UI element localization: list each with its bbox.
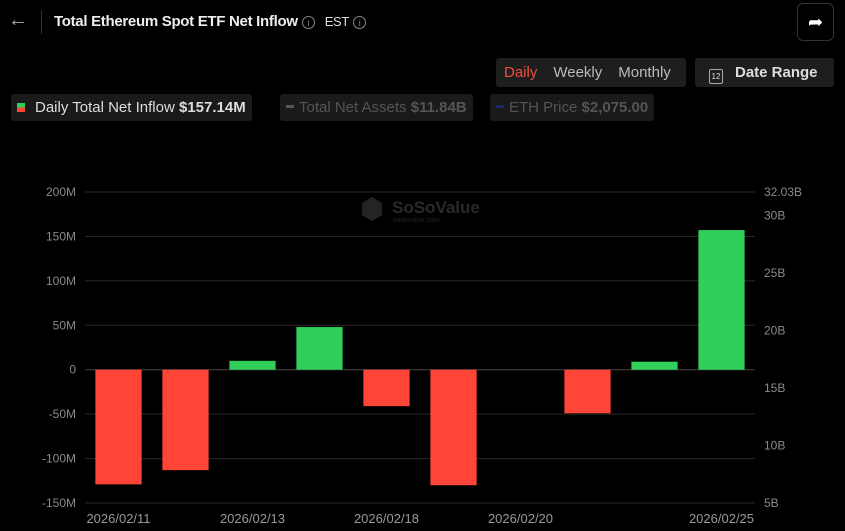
page-title: Total Ethereum Spot ETF Net Inflow i EST i (54, 13, 367, 30)
bar (296, 327, 343, 370)
svg-text:SoSoValue: SoSoValue (392, 198, 480, 217)
legend-swatch (286, 105, 294, 108)
y2-tick-label: 32.03B (764, 185, 802, 199)
divider (41, 10, 42, 34)
x-tick-label: 2026/02/25 (689, 511, 754, 526)
bar (631, 361, 678, 370)
x-tick-label: 2026/02/11 (86, 511, 150, 526)
x-tick-label: 2026/02/20 (488, 511, 553, 526)
legend-swatch (17, 103, 25, 112)
y2-tick-label: 10B (764, 438, 785, 452)
tab-weekly[interactable]: Weekly (553, 64, 603, 81)
calendar-icon: 12 (709, 69, 723, 84)
y2-tick-label: 25B (764, 266, 785, 280)
svg-text:sosovalue.com: sosovalue.com (393, 217, 440, 224)
legend-total-net-assets[interactable]: Total Net Assets $11.84B (280, 94, 473, 121)
tab-monthly[interactable]: Monthly (618, 64, 671, 81)
timezone-label: EST (324, 14, 350, 29)
y2-tick-label: 15B (764, 381, 785, 395)
y-tick-label: 200M (46, 185, 76, 199)
bar (162, 369, 209, 471)
y2-tick-label: 20B (764, 323, 785, 337)
bar (363, 369, 410, 407)
bar (229, 360, 276, 370)
y-tick-label: 0 (69, 363, 76, 377)
share-icon: ➦ (807, 12, 824, 32)
x-tick-label: 2026/02/13 (220, 511, 285, 526)
legend-eth-price[interactable]: ETH Price $2,075.00 (490, 94, 655, 121)
period-selector: Daily Weekly Monthly (496, 58, 686, 87)
share-button[interactable]: ➦ (797, 3, 834, 41)
info-icon[interactable]: i (301, 15, 315, 29)
y2-tick-label: 5B (764, 496, 779, 510)
watermark: SoSoValue sosovalue.com (362, 197, 480, 224)
tab-daily[interactable]: Daily (504, 64, 538, 81)
info-icon[interactable]: i (353, 15, 367, 29)
bar (698, 230, 745, 370)
date-range-button[interactable]: 12 Date Range (695, 58, 834, 87)
y-tick-label: -100M (42, 452, 76, 466)
header: ← Total Ethereum Spot ETF Net Inflow i EST… (0, 0, 845, 44)
bar (95, 369, 142, 485)
y-tick-label: 150M (46, 229, 76, 243)
legend-swatch (496, 105, 504, 108)
bar (430, 369, 477, 486)
legend-daily-inflow[interactable]: Daily Total Net Inflow $157.14M (11, 94, 252, 121)
arrow-left-icon[interactable]: ← (8, 9, 28, 31)
y-tick-label: 50M (53, 318, 76, 332)
bar (564, 369, 611, 414)
y-tick-label: -150M (42, 496, 76, 510)
y-tick-label: -50M (49, 407, 76, 421)
x-tick-label: 2026/02/18 (354, 511, 419, 526)
y-tick-label: 100M (46, 274, 76, 288)
y2-tick-label: 30B (764, 208, 785, 222)
